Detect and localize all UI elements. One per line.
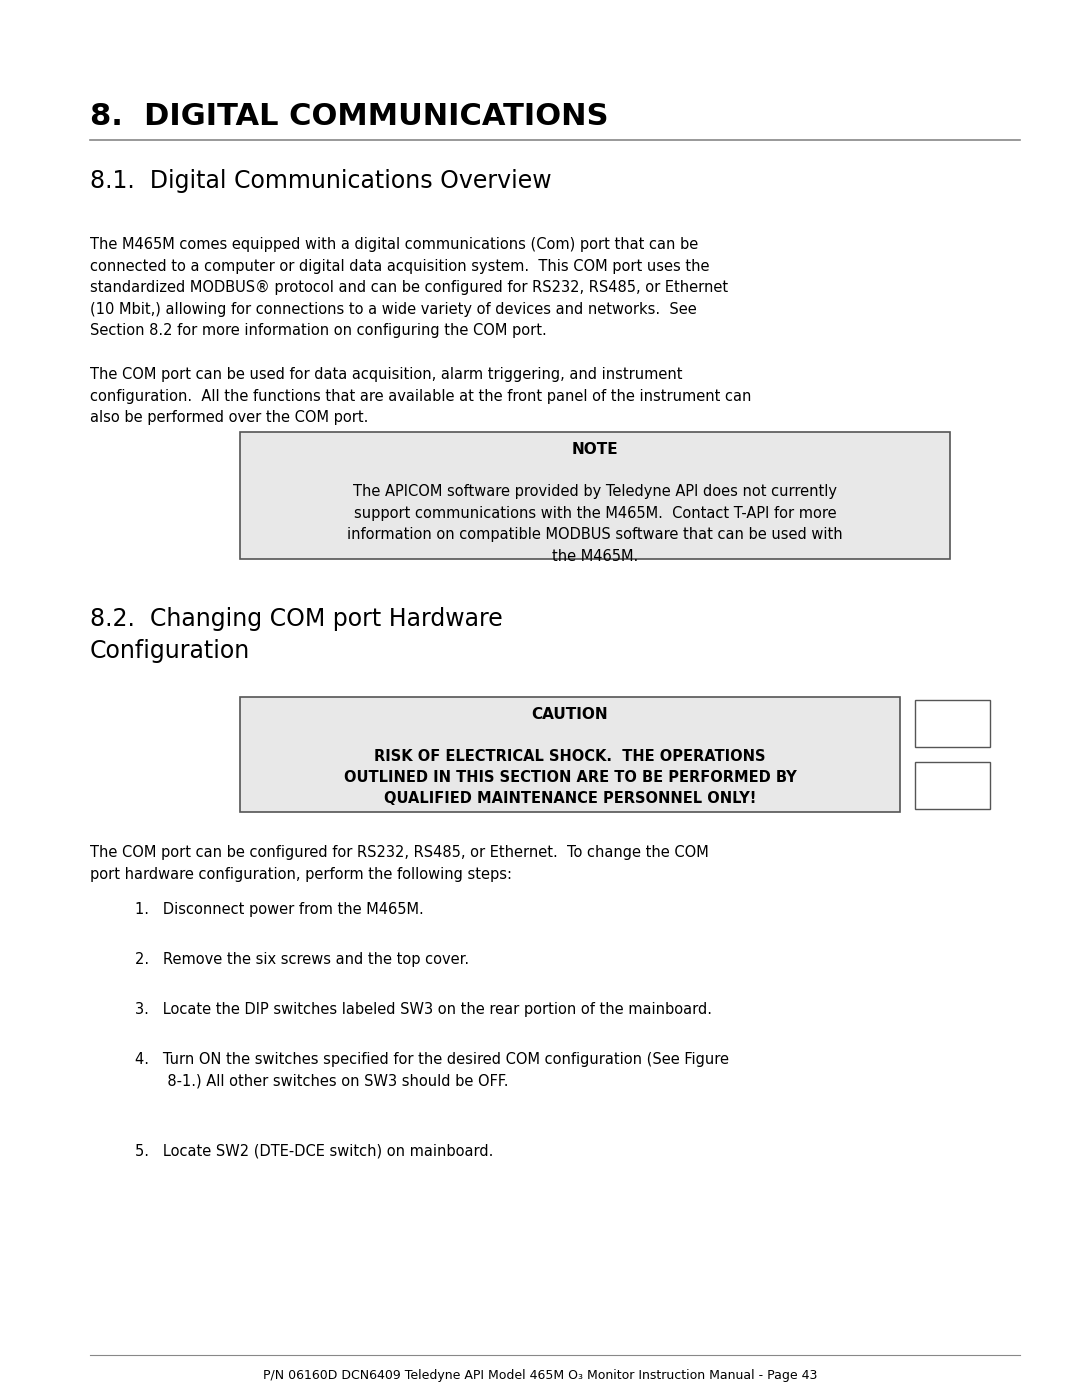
FancyBboxPatch shape: [915, 700, 990, 747]
Text: The COM port can be configured for RS232, RS485, or Ethernet.  To change the COM: The COM port can be configured for RS232…: [90, 845, 708, 882]
Text: 3.   Locate the DIP switches labeled SW3 on the rear portion of the mainboard.: 3. Locate the DIP switches labeled SW3 o…: [135, 1002, 712, 1017]
Text: P/N 06160D DCN6409 Teledyne API Model 465M O₃ Monitor Instruction Manual - Page : P/N 06160D DCN6409 Teledyne API Model 46…: [262, 1369, 818, 1382]
Text: 4.   Turn ON the switches specified for the desired COM configuration (See Figur: 4. Turn ON the switches specified for th…: [135, 1052, 729, 1088]
Text: The M465M comes equipped with a digital communications (Com) port that can be
co: The M465M comes equipped with a digital …: [90, 237, 728, 338]
Text: 8.2.  Changing COM port Hardware
Configuration: 8.2. Changing COM port Hardware Configur…: [90, 608, 503, 662]
Text: 8.1.  Digital Communications Overview: 8.1. Digital Communications Overview: [90, 169, 552, 193]
FancyBboxPatch shape: [915, 761, 990, 809]
Text: 1.   Disconnect power from the M465M.: 1. Disconnect power from the M465M.: [135, 902, 423, 916]
Text: 5.   Locate SW2 (DTE-DCE switch) on mainboard.: 5. Locate SW2 (DTE-DCE switch) on mainbo…: [135, 1144, 494, 1160]
FancyBboxPatch shape: [240, 697, 900, 812]
Text: 8.  DIGITAL COMMUNICATIONS: 8. DIGITAL COMMUNICATIONS: [90, 102, 608, 131]
Text: 2.   Remove the six screws and the top cover.: 2. Remove the six screws and the top cov…: [135, 951, 469, 967]
Text: The APICOM software provided by Teledyne API does not currently
support communic: The APICOM software provided by Teledyne…: [347, 483, 842, 564]
Text: NOTE: NOTE: [571, 441, 619, 457]
Text: The COM port can be used for data acquisition, alarm triggering, and instrument
: The COM port can be used for data acquis…: [90, 367, 752, 425]
Text: RISK OF ELECTRICAL SHOCK.  THE OPERATIONS
OUTLINED IN THIS SECTION ARE TO BE PER: RISK OF ELECTRICAL SHOCK. THE OPERATIONS…: [343, 749, 796, 806]
FancyBboxPatch shape: [240, 432, 950, 559]
Text: CAUTION: CAUTION: [531, 707, 608, 722]
